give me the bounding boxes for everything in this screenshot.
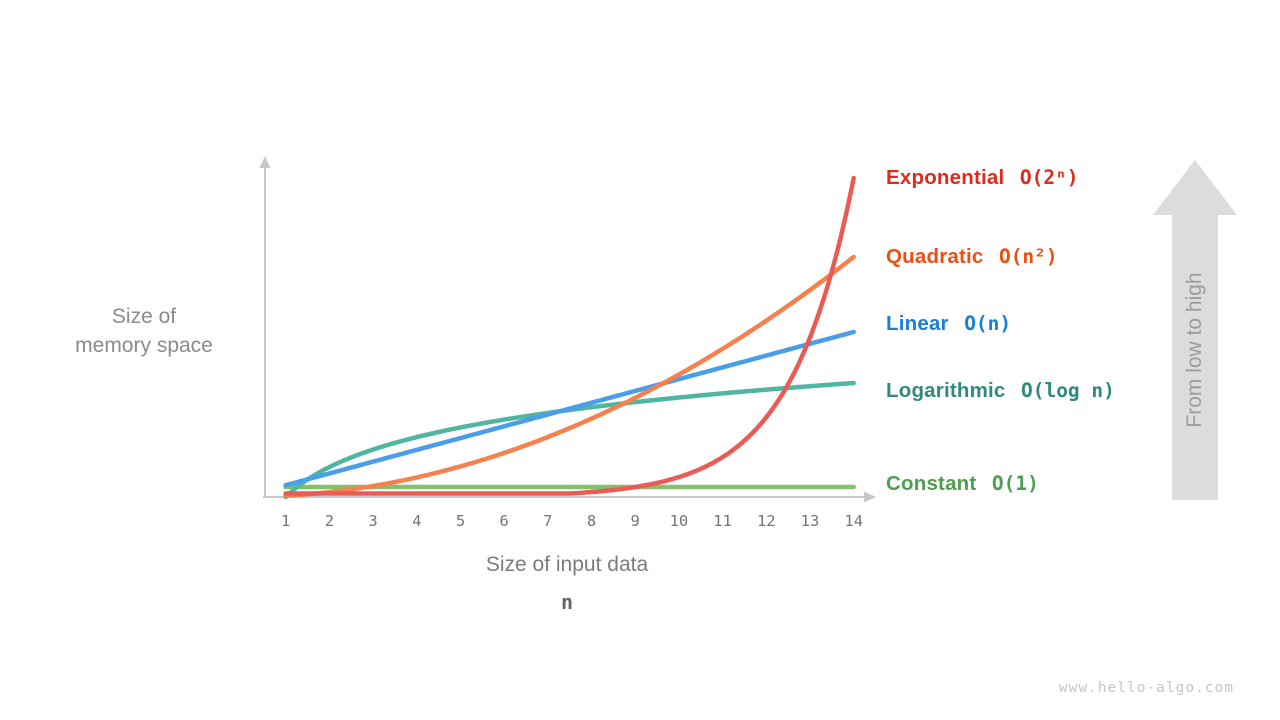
x-tick-label-13: 13: [801, 512, 820, 530]
series-label-logarithmic: Logarithmic O(log n): [886, 377, 1115, 405]
x-tick-label-8: 8: [587, 512, 596, 530]
x-axis-arrowhead: [864, 491, 876, 503]
series-name: Quadratic: [886, 245, 984, 268]
x-tick-label-6: 6: [499, 512, 508, 530]
series-notation: O(log n): [1020, 379, 1115, 402]
x-tick-label-10: 10: [670, 512, 689, 530]
y-axis-arrowhead: [259, 156, 271, 168]
series-notation: O(n): [964, 312, 1012, 335]
x-tick-label-4: 4: [412, 512, 421, 530]
x-tick-label-3: 3: [368, 512, 377, 530]
x-tick-label-11: 11: [713, 512, 732, 530]
up-arrow-shape: [1153, 160, 1237, 500]
watermark: www.hello-algo.com: [1058, 680, 1234, 696]
curve-linear: [283, 329, 856, 488]
series-label-linear: Linear O(n): [886, 310, 1011, 338]
curve-exponential: [283, 175, 856, 496]
x-tick-label-12: 12: [757, 512, 776, 530]
from-low-to-high-label: From low to high: [1183, 272, 1206, 428]
x-axis-variable: n: [560, 590, 574, 614]
x-axis-title: Size of input data: [485, 553, 649, 576]
series-notation: O(2ⁿ): [1019, 166, 1079, 189]
series-notation: O(n²): [998, 245, 1058, 268]
x-tick-label-5: 5: [456, 512, 465, 530]
series-name: Constant: [886, 472, 977, 495]
series-notation: O(1): [991, 472, 1039, 495]
x-tick-label-7: 7: [543, 512, 552, 530]
y-axis-title-line1: Size of: [111, 305, 177, 328]
curve-quadratic: [283, 254, 856, 499]
series-label-exponential: Exponential O(2ⁿ): [886, 164, 1079, 192]
x-tick-label-1: 1: [281, 512, 290, 530]
series-label-quadratic: Quadratic O(n²): [886, 243, 1058, 271]
x-tick-label-9: 9: [631, 512, 640, 530]
x-tick-label-14: 14: [844, 512, 863, 530]
series-name: Linear: [886, 312, 949, 335]
y-axis-title: Size of memory space: [24, 302, 264, 360]
series-name: Exponential: [886, 166, 1005, 189]
series-label-constant: Constant O(1): [886, 470, 1039, 498]
curve-logarithmic: [283, 380, 856, 500]
x-tick-label-2: 2: [325, 512, 334, 530]
series-name: Logarithmic: [886, 379, 1006, 402]
y-axis-title-line2: memory space: [75, 334, 213, 357]
from-low-to-high-arrow: [1153, 160, 1237, 500]
